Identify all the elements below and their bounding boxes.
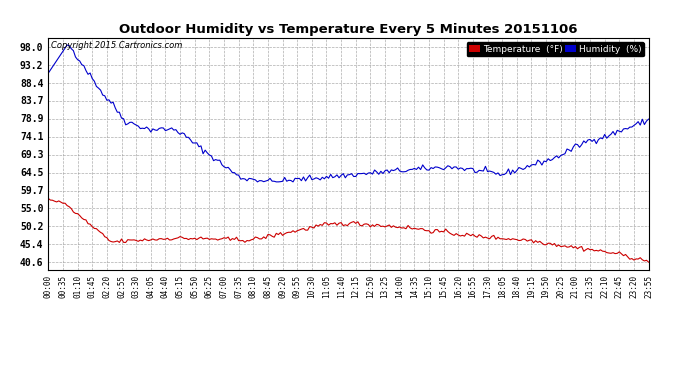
Legend: Temperature  (°F), Humidity  (%): Temperature (°F), Humidity (%) xyxy=(466,42,644,56)
Title: Outdoor Humidity vs Temperature Every 5 Minutes 20151106: Outdoor Humidity vs Temperature Every 5 … xyxy=(119,23,578,36)
Text: Copyright 2015 Cartronics.com: Copyright 2015 Cartronics.com xyxy=(51,41,183,50)
